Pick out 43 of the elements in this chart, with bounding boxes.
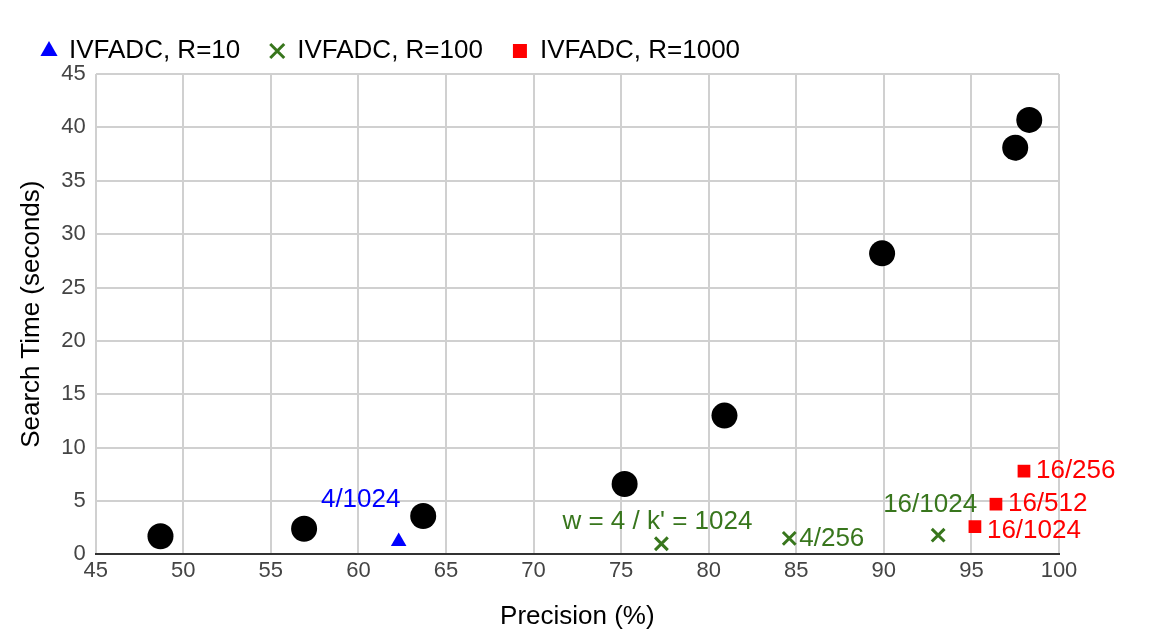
point — [930, 527, 947, 544]
point — [869, 240, 896, 267]
x-tick-label: 90 — [871, 556, 897, 582]
y-tick-label: 20 — [61, 326, 86, 352]
y-tick-label: 15 — [61, 380, 86, 406]
x-axis-title: Precision (%) — [500, 599, 655, 630]
y-tick-label: 25 — [61, 273, 86, 299]
x-tick-label: 80 — [696, 556, 721, 582]
point — [711, 402, 738, 429]
annotation: 16/1024 — [883, 488, 978, 519]
x-tick-label: 50 — [171, 556, 196, 582]
y-tick-label: 30 — [61, 220, 86, 246]
x-tick-label: 60 — [346, 556, 371, 582]
y-tick-label: 10 — [61, 433, 86, 459]
annotation: 4/256 — [799, 521, 865, 552]
point — [781, 530, 798, 547]
point — [653, 535, 670, 552]
x-tick-label: 95 — [959, 556, 984, 582]
point — [1016, 106, 1043, 133]
point — [1002, 134, 1029, 161]
legend-label: IVFADC, R=1000 — [539, 34, 741, 65]
point — [390, 532, 407, 547]
y-tick-label: 40 — [61, 113, 86, 139]
y-axis-title: Search Time (seconds) — [14, 180, 45, 448]
x-tick-label: 70 — [521, 556, 546, 582]
point — [968, 520, 982, 534]
y-tick-label: 0 — [73, 540, 86, 566]
annotation: 4/1024 — [320, 482, 401, 513]
x-tick-label: 55 — [258, 556, 284, 582]
x-tick-label: 85 — [784, 556, 809, 582]
annotation: 16/256 — [1035, 454, 1116, 485]
x-tick-label: 65 — [433, 556, 459, 582]
y-tick-label: 35 — [61, 166, 86, 192]
x-tick-label: 75 — [608, 556, 634, 582]
point — [410, 502, 437, 529]
point — [147, 523, 174, 550]
point — [989, 497, 1003, 511]
x-tick-label: 100 — [1040, 556, 1078, 582]
point — [291, 515, 318, 542]
y-tick-label: 5 — [73, 487, 86, 513]
legend-label: IVFADC, R=100 — [297, 34, 483, 65]
annotation: w = 4 / k' = 1024 — [561, 504, 753, 535]
point — [611, 470, 638, 497]
